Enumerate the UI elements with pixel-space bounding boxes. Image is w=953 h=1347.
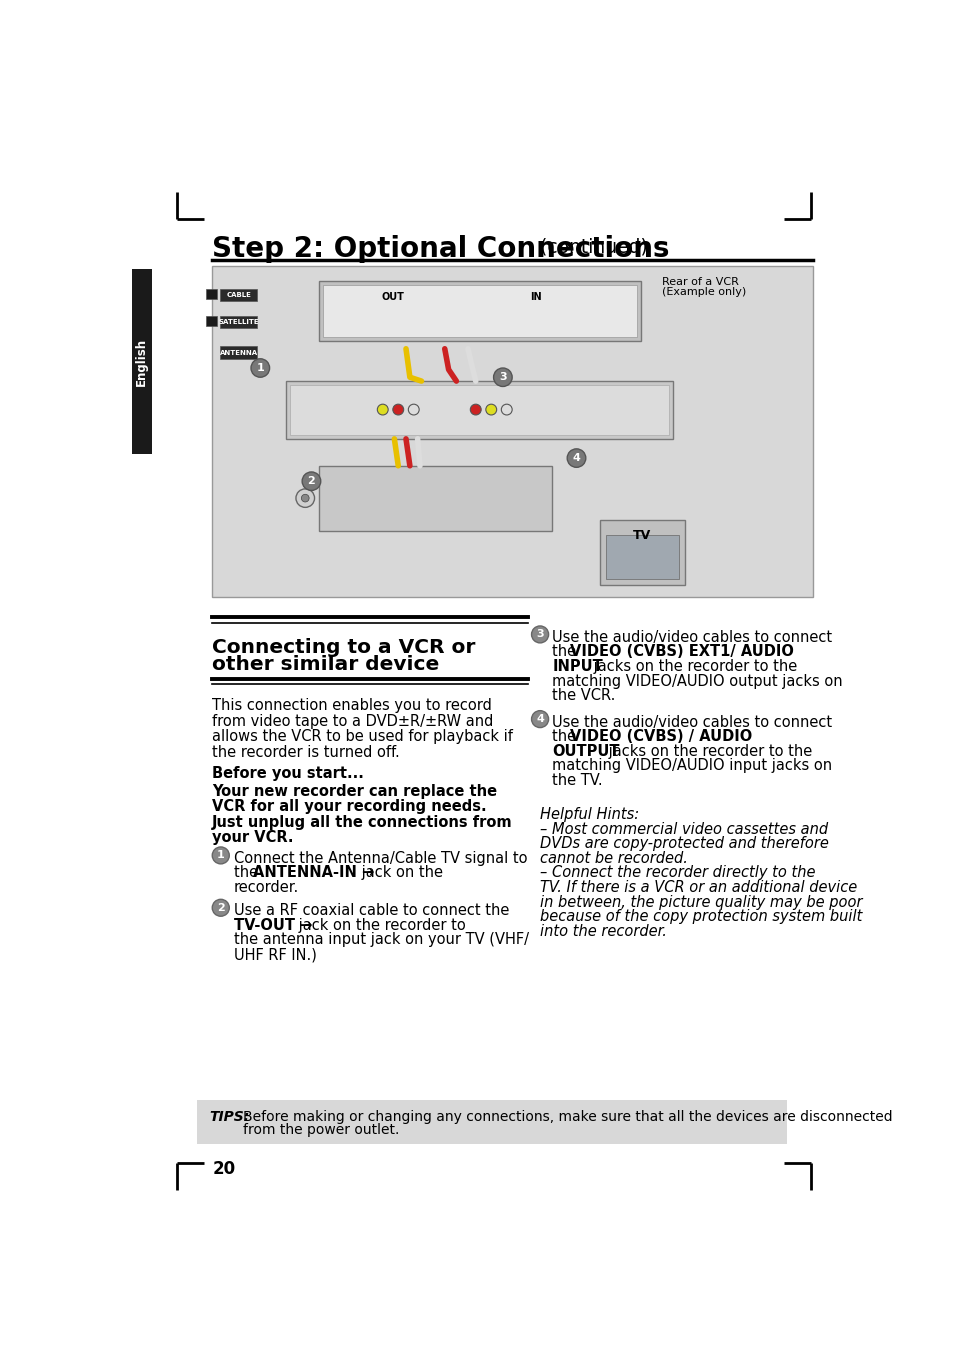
Circle shape	[302, 471, 320, 490]
Bar	[212, 265, 812, 597]
Bar	[220, 288, 257, 300]
Text: other similar device: other similar device	[212, 655, 439, 675]
Circle shape	[377, 404, 388, 415]
Text: jack on the recorder to: jack on the recorder to	[294, 917, 466, 932]
Text: TV: TV	[633, 528, 651, 541]
Text: the TV.: the TV.	[552, 773, 602, 788]
Text: the antenna input jack on your TV (VHF/: the antenna input jack on your TV (VHF/	[233, 932, 528, 947]
Bar	[319, 466, 551, 531]
Text: TIPS:: TIPS:	[209, 1110, 249, 1123]
Text: 3: 3	[536, 629, 543, 640]
Text: 3: 3	[498, 372, 506, 383]
Text: your VCR.: your VCR.	[212, 830, 294, 845]
Text: Just unplug all the connections from: Just unplug all the connections from	[212, 815, 513, 830]
Text: UHF RF IN.): UHF RF IN.)	[233, 947, 316, 962]
Text: INPUT: INPUT	[552, 659, 602, 674]
Circle shape	[567, 449, 585, 467]
Bar	[206, 315, 216, 326]
Text: Step 2: Optional Connections: Step 2: Optional Connections	[212, 234, 669, 263]
Bar	[290, 385, 669, 435]
Text: because of the copy protection system built: because of the copy protection system bu…	[539, 909, 862, 924]
Text: allows the VCR to be used for playback if: allows the VCR to be used for playback i…	[212, 729, 513, 744]
Text: SATELLITE: SATELLITE	[218, 319, 258, 325]
Text: the: the	[552, 644, 580, 660]
Text: Use the audio/video cables to connect: Use the audio/video cables to connect	[552, 630, 832, 645]
Text: Before making or changing any connections, make sure that all the devices are di: Before making or changing any connection…	[243, 1110, 892, 1123]
Text: from video tape to a DVD±R/±RW and: from video tape to a DVD±R/±RW and	[212, 714, 493, 729]
Bar	[319, 282, 640, 341]
Bar	[323, 284, 637, 337]
Circle shape	[470, 404, 480, 415]
Bar	[206, 288, 216, 299]
Circle shape	[212, 900, 229, 916]
Text: Helpful Hints:: Helpful Hints:	[539, 807, 639, 822]
Text: the: the	[233, 865, 262, 881]
Circle shape	[500, 404, 512, 415]
Text: 4: 4	[536, 714, 543, 725]
Text: Use a RF coaxial cable to connect the: Use a RF coaxial cable to connect the	[233, 902, 509, 919]
Text: Connecting to a VCR or: Connecting to a VCR or	[212, 637, 476, 656]
Text: OUTPUT: OUTPUT	[552, 744, 619, 758]
Text: TV-OUT →: TV-OUT →	[233, 917, 312, 932]
Text: jacks on the recorder to the: jacks on the recorder to the	[588, 659, 797, 674]
Text: the VCR.: the VCR.	[552, 688, 616, 703]
Text: matching VIDEO/AUDIO output jacks on: matching VIDEO/AUDIO output jacks on	[552, 674, 842, 688]
Text: jacks on the recorder to the: jacks on the recorder to the	[603, 744, 811, 758]
Text: – Connect the recorder directly to the: – Connect the recorder directly to the	[539, 865, 815, 881]
Circle shape	[251, 358, 270, 377]
Bar	[220, 315, 257, 327]
Circle shape	[301, 494, 309, 502]
Text: DVDs are copy-protected and therefore: DVDs are copy-protected and therefore	[539, 836, 828, 851]
Text: jack on the: jack on the	[356, 865, 443, 881]
Text: 4: 4	[572, 453, 579, 463]
Bar	[605, 535, 679, 579]
Text: VIDEO (CVBS) EXT1/ AUDIO: VIDEO (CVBS) EXT1/ AUDIO	[569, 644, 793, 660]
Text: in between, the picture quality may be poor: in between, the picture quality may be p…	[539, 894, 862, 909]
Text: ANTENNA: ANTENNA	[219, 350, 257, 356]
Bar	[220, 346, 257, 358]
Text: VCR for all your recording needs.: VCR for all your recording needs.	[212, 799, 486, 814]
Bar	[196, 1099, 786, 1144]
Bar	[599, 520, 684, 585]
Text: ANTENNA-IN →: ANTENNA-IN →	[253, 865, 374, 881]
Text: the: the	[552, 729, 580, 744]
Circle shape	[295, 489, 314, 508]
Circle shape	[493, 368, 512, 387]
Circle shape	[393, 404, 403, 415]
Text: 1: 1	[216, 850, 224, 861]
Text: Rear of a VCR: Rear of a VCR	[661, 277, 738, 287]
Text: recorder.: recorder.	[233, 880, 299, 894]
Text: IN: IN	[530, 292, 541, 302]
Bar	[286, 381, 673, 439]
Text: (continued): (continued)	[534, 238, 647, 257]
Text: TV. If there is a VCR or an additional device: TV. If there is a VCR or an additional d…	[539, 880, 857, 894]
Text: 20: 20	[212, 1160, 235, 1177]
Circle shape	[408, 404, 418, 415]
Text: the recorder is turned off.: the recorder is turned off.	[212, 745, 399, 760]
Text: – Most commercial video cassettes and: – Most commercial video cassettes and	[539, 822, 827, 836]
Text: 2: 2	[216, 902, 224, 913]
Text: Use the audio/video cables to connect: Use the audio/video cables to connect	[552, 714, 832, 730]
Text: Before you start...: Before you start...	[212, 766, 364, 781]
Text: matching VIDEO/AUDIO input jacks on: matching VIDEO/AUDIO input jacks on	[552, 758, 832, 773]
Text: cannot be recorded.: cannot be recorded.	[539, 851, 687, 866]
Text: 2: 2	[307, 477, 315, 486]
Text: Connect the Antenna/Cable TV signal to: Connect the Antenna/Cable TV signal to	[233, 851, 527, 866]
Circle shape	[485, 404, 497, 415]
Text: VIDEO (CVBS) / AUDIO: VIDEO (CVBS) / AUDIO	[569, 729, 751, 744]
Text: CABLE: CABLE	[226, 292, 251, 298]
Text: into the recorder.: into the recorder.	[539, 924, 666, 939]
Text: 1: 1	[256, 362, 264, 373]
Text: Your new recorder can replace the: Your new recorder can replace the	[212, 784, 497, 799]
Text: This connection enables you to record: This connection enables you to record	[212, 698, 492, 714]
Text: OUT: OUT	[381, 292, 404, 302]
Text: from the power outlet.: from the power outlet.	[243, 1123, 399, 1137]
Circle shape	[212, 847, 229, 863]
Text: (Example only): (Example only)	[661, 287, 745, 296]
Circle shape	[531, 626, 548, 643]
Bar	[132, 269, 152, 454]
Text: English: English	[135, 338, 148, 385]
Circle shape	[531, 711, 548, 727]
